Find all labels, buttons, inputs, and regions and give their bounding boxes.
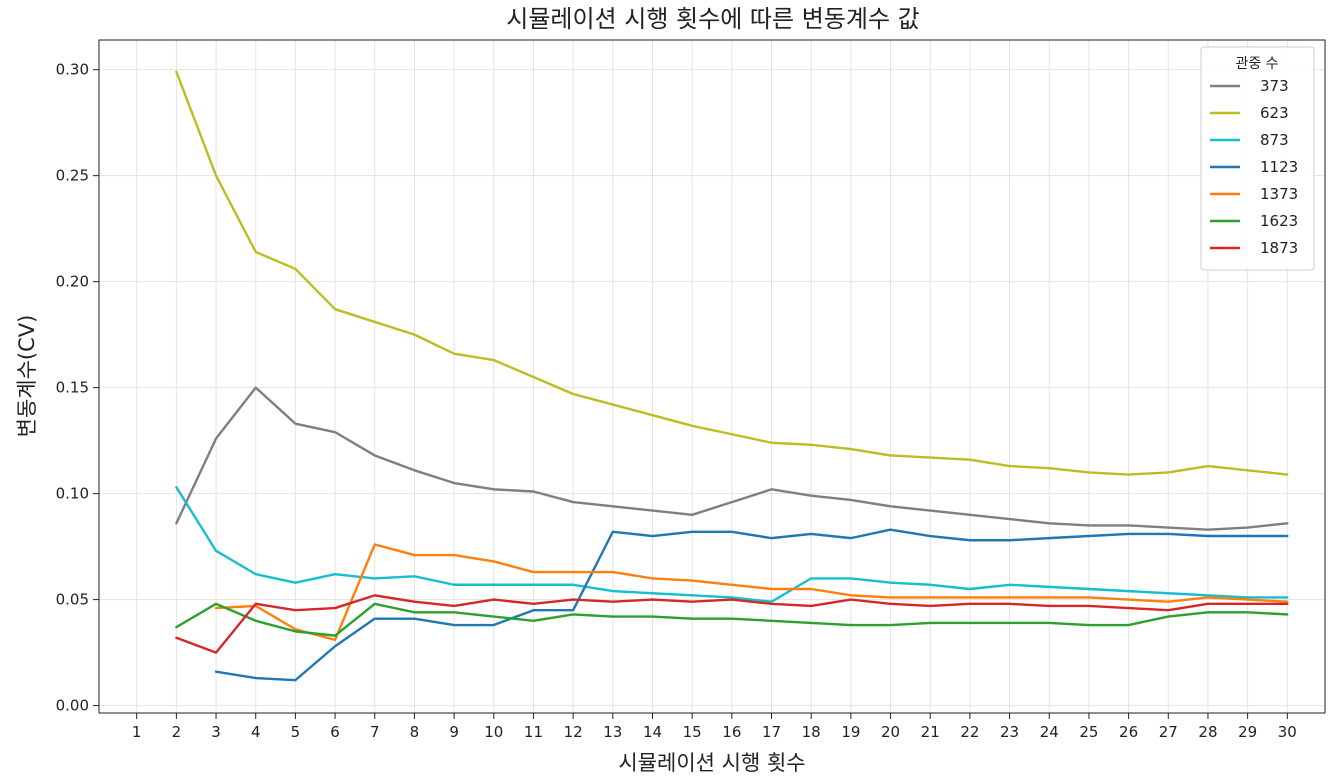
x-tick-label: 24	[1040, 723, 1059, 741]
x-tick-label: 12	[564, 723, 583, 741]
y-tick-label: 0.10	[56, 485, 89, 503]
legend-title: 관중 수	[1235, 56, 1278, 72]
x-tick-label: 27	[1159, 723, 1178, 741]
x-tick-label: 13	[603, 723, 622, 741]
chart-title: 시뮬레이션 시행 횟수에 따른 변동계수 값	[506, 5, 920, 33]
x-tick-label: 26	[1119, 723, 1138, 741]
legend: 관중 수 373 623 873 1123 1373 1623 1873	[1200, 46, 1315, 271]
x-tick-label: 25	[1079, 723, 1098, 741]
x-tick-label: 30	[1278, 723, 1297, 741]
x-tick-label: 22	[960, 723, 979, 741]
x-tick-label: 7	[370, 723, 380, 741]
series-line-623	[175, 70, 1289, 476]
x-tick-label: 18	[802, 723, 821, 741]
y-tick-label: 0.30	[56, 61, 89, 79]
x-tick-label: 16	[722, 723, 741, 741]
series-line-1123	[214, 528, 1289, 682]
legend-label-623: 623	[1260, 104, 1289, 122]
x-axis: 1 2 3 4 5 6 7 8 9 10 11 12 13 14 15 16 17 18 19 20 21 22 23 24 2…	[132, 713, 1297, 741]
legend-label-1873: 1873	[1260, 239, 1298, 257]
x-tick-label: 2	[172, 723, 182, 741]
legend-label-1373: 1373	[1260, 185, 1298, 203]
y-axis-label: 변동계수(CV)	[15, 315, 39, 438]
series-line-1623	[175, 602, 1289, 637]
x-tick-label: 29	[1238, 723, 1257, 741]
x-tick-label: 19	[841, 723, 860, 741]
x-tick-label: 8	[410, 723, 420, 741]
series-line-1373	[214, 543, 1289, 642]
x-tick-label: 17	[762, 723, 781, 741]
x-tick-label: 21	[921, 723, 940, 741]
series-line-373	[175, 386, 1289, 531]
x-tick-label: 1	[132, 723, 142, 741]
x-tick-label: 23	[1000, 723, 1019, 741]
legend-label-1123: 1123	[1260, 158, 1298, 176]
x-axis-label: 시뮬레이션 시행 횟수	[618, 751, 805, 775]
legend-items: 373 623 873 1123 1373 1623 1873	[1210, 77, 1298, 257]
legend-label-873: 873	[1260, 131, 1289, 149]
x-tick-label: 11	[524, 723, 543, 741]
x-tick-label: 6	[330, 723, 340, 741]
y-tick-label: 0.25	[56, 167, 89, 185]
y-tick-label: 0.00	[56, 697, 89, 715]
x-tick-label: 14	[643, 723, 662, 741]
x-tick-label: 9	[449, 723, 459, 741]
x-tick-label: 10	[484, 723, 503, 741]
series-lines	[175, 70, 1289, 682]
y-axis: 0.00 0.05 0.10 0.15 0.20 0.25 0.30	[56, 61, 99, 715]
x-tick-label: 4	[251, 723, 261, 741]
y-tick-label: 0.20	[56, 273, 89, 291]
x-tick-label: 28	[1198, 723, 1217, 741]
legend-box	[1200, 46, 1315, 271]
x-tick-label: 3	[211, 723, 221, 741]
legend-label-373: 373	[1260, 77, 1289, 95]
plot-area	[98, 39, 1326, 714]
x-tick-label: 5	[291, 723, 301, 741]
x-tick-label: 15	[683, 723, 702, 741]
x-tick-label: 20	[881, 723, 900, 741]
legend-label-1623: 1623	[1260, 212, 1298, 230]
series-line-1873	[175, 594, 1289, 654]
y-tick-label: 0.15	[56, 379, 89, 397]
grid-lines	[99, 40, 1325, 713]
y-tick-label: 0.05	[56, 591, 89, 609]
